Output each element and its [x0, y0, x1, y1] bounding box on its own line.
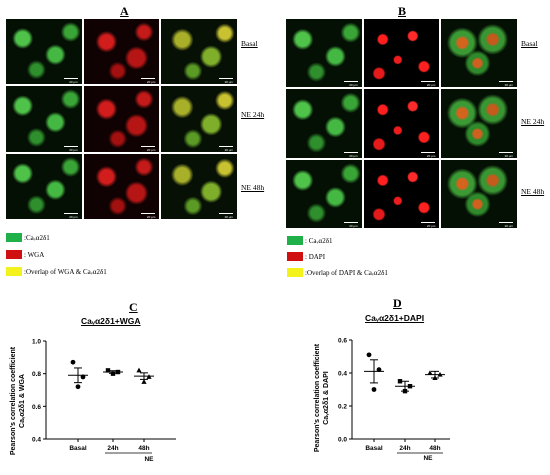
chart-y-tick-label: 0.2	[338, 404, 347, 411]
chart-point-square	[110, 371, 116, 376]
chart-d-ylabel-line2: Caᵥα2δ1 & DAPI	[323, 371, 330, 425]
a-basal-cav-image: 20 μm	[6, 19, 82, 85]
chart-point-triangle	[141, 379, 147, 384]
chart-d: Pearson's correlation coefficient Caᵥα2δ…	[314, 338, 450, 462]
chart-point-square	[115, 369, 121, 375]
chart-d-ylabel-line1: Pearson's correlation coefficient	[314, 343, 321, 452]
chart-y-tick-label: 0.4	[32, 437, 41, 444]
chart-x-tick-label: 48h	[429, 445, 440, 452]
chart-y-tick-label: 0.4	[338, 371, 347, 378]
a-basal-overlay-image: 20 μm	[161, 19, 237, 85]
chart-point-triangle	[432, 375, 438, 380]
panel-letter-c: C	[129, 300, 138, 314]
b-ne48-cav-image: 20 μm	[286, 159, 362, 228]
chart-point-circle	[75, 384, 81, 390]
chart-c-ylabel-line1: Pearson's correlation coefficient	[10, 346, 17, 455]
a-legend-yellow-swatch	[6, 267, 22, 276]
b-ne48-dapi-image: 20 μm	[363, 159, 440, 228]
a-legend-green-label: :Caᵥα2δ1	[24, 233, 50, 242]
chart-x-tick-label: Basal	[365, 445, 383, 452]
b-legend-yellow-swatch	[287, 268, 303, 277]
a-legend-red: : WGA	[6, 250, 44, 259]
b-legend-red-swatch	[287, 252, 303, 261]
a-legend-green-swatch	[6, 233, 22, 242]
chart-y-tick-label: 0.6	[32, 404, 41, 411]
b-basal-dapi-image: 20 μm	[363, 19, 440, 88]
b-row-label-ne48: NE 48h	[521, 187, 545, 196]
chart-x-tick-label: Basal	[69, 445, 87, 452]
b-legend-green-swatch	[287, 236, 303, 245]
a-ne48-overlay-image: 20 μm	[161, 153, 237, 219]
a-legend-red-swatch	[6, 250, 22, 259]
b-legend-green: : Caᵥα2δ1	[287, 236, 333, 245]
chart-y-tick-label: 1.0	[32, 339, 41, 346]
chart-point-triangle	[427, 370, 433, 375]
chart-point-circle	[366, 352, 372, 358]
chart-c-group-label: NE	[144, 456, 154, 463]
a-row-label-ne24: NE 24h	[241, 110, 265, 119]
chart-x-tick-label: 24h	[399, 445, 410, 452]
a-ne48-cav-image: 20 μm	[6, 153, 82, 219]
chart-point-circle	[376, 367, 382, 373]
b-ne24-dapi-image: 20 μm	[363, 89, 440, 158]
chart-y-tick-label: 0.8	[32, 371, 41, 378]
chart-c-title: Caᵥα2δ1+WGA	[81, 316, 141, 326]
b-row-label-basal: Basal	[521, 39, 538, 48]
b-legend-red: : DAPI	[287, 252, 325, 261]
a-row-label-basal: Basal	[241, 39, 258, 48]
a-basal-wga-image: 20 μm	[83, 19, 160, 85]
a-legend-red-label: : WGA	[24, 250, 45, 259]
chart-point-square	[105, 368, 111, 373]
b-ne48-overlay-image: 20 μm	[441, 159, 517, 228]
chart-point-triangle	[146, 374, 152, 379]
chart-point-square	[397, 379, 403, 384]
chart-point-circle	[371, 387, 377, 392]
a-ne48-wga-image: 20 μm	[83, 153, 160, 219]
b-ne24-overlay-image: 20 μm	[441, 89, 517, 158]
chart-x-tick-label: 24h	[107, 445, 118, 452]
b-legend-yellow-label: :Overlap of DAPI & Caᵥα2δ1	[305, 268, 388, 277]
panel-letter-a: A	[120, 4, 129, 18]
chart-d-group-label: NE	[423, 455, 433, 462]
a-row-label-ne48: NE 48h	[241, 183, 265, 192]
b-legend-green-label: : Caᵥα2δ1	[305, 236, 333, 245]
b-basal-cav-image: 20 μm	[286, 19, 362, 88]
b-legend-yellow: :Overlap of DAPI & Caᵥα2δ1	[287, 268, 388, 277]
chart-point-triangle	[136, 367, 142, 373]
chart-point-square	[407, 384, 413, 389]
chart-c: Pearson's correlation coefficient Caᵥα2δ…	[10, 339, 176, 463]
chart-y-tick-label: 0.0	[338, 437, 347, 444]
panel-letter-b: B	[398, 4, 407, 18]
chart-c-ylabel-line2: Caᵥα2δ1 & WGA	[19, 374, 26, 428]
b-legend-red-label: : DAPI	[305, 252, 326, 261]
a-ne24-wga-image: 20 μm	[83, 86, 160, 152]
b-ne24-cav-image: 20 μm	[286, 89, 362, 158]
a-legend-yellow-label: :Overlap of WGA & Caᵥα2δ1	[24, 267, 107, 276]
chart-point-square	[402, 388, 408, 394]
chart-y-tick-label: 0.6	[338, 338, 347, 345]
a-ne24-overlay-image: 20 μm	[161, 86, 237, 152]
a-legend-yellow: :Overlap of WGA & Caᵥα2δ1	[6, 267, 107, 276]
chart-point-circle	[70, 359, 76, 365]
chart-point-triangle	[437, 371, 443, 377]
a-ne24-cav-image: 20 μm	[6, 86, 82, 152]
panel-a-image-grid: 20 μm 20 μm 20 μm 20 μm 20 μm 20 μm 20 μ…	[6, 19, 237, 219]
panel-b-image-grid: 20 μm 20 μm 20 μm 20 μm 20 μm 20 μm 20 μ…	[286, 19, 517, 228]
chart-point-circle	[80, 374, 86, 380]
panel-letter-d: D	[393, 296, 402, 310]
b-row-label-ne24: NE 24h	[521, 117, 545, 126]
chart-x-tick-label: 48h	[138, 445, 149, 452]
b-basal-overlay-image: 20 μm	[441, 19, 517, 88]
a-legend-green: :Caᵥα2δ1	[6, 233, 50, 242]
chart-d-title: Caᵥα2δ1+DAPI	[365, 313, 425, 323]
